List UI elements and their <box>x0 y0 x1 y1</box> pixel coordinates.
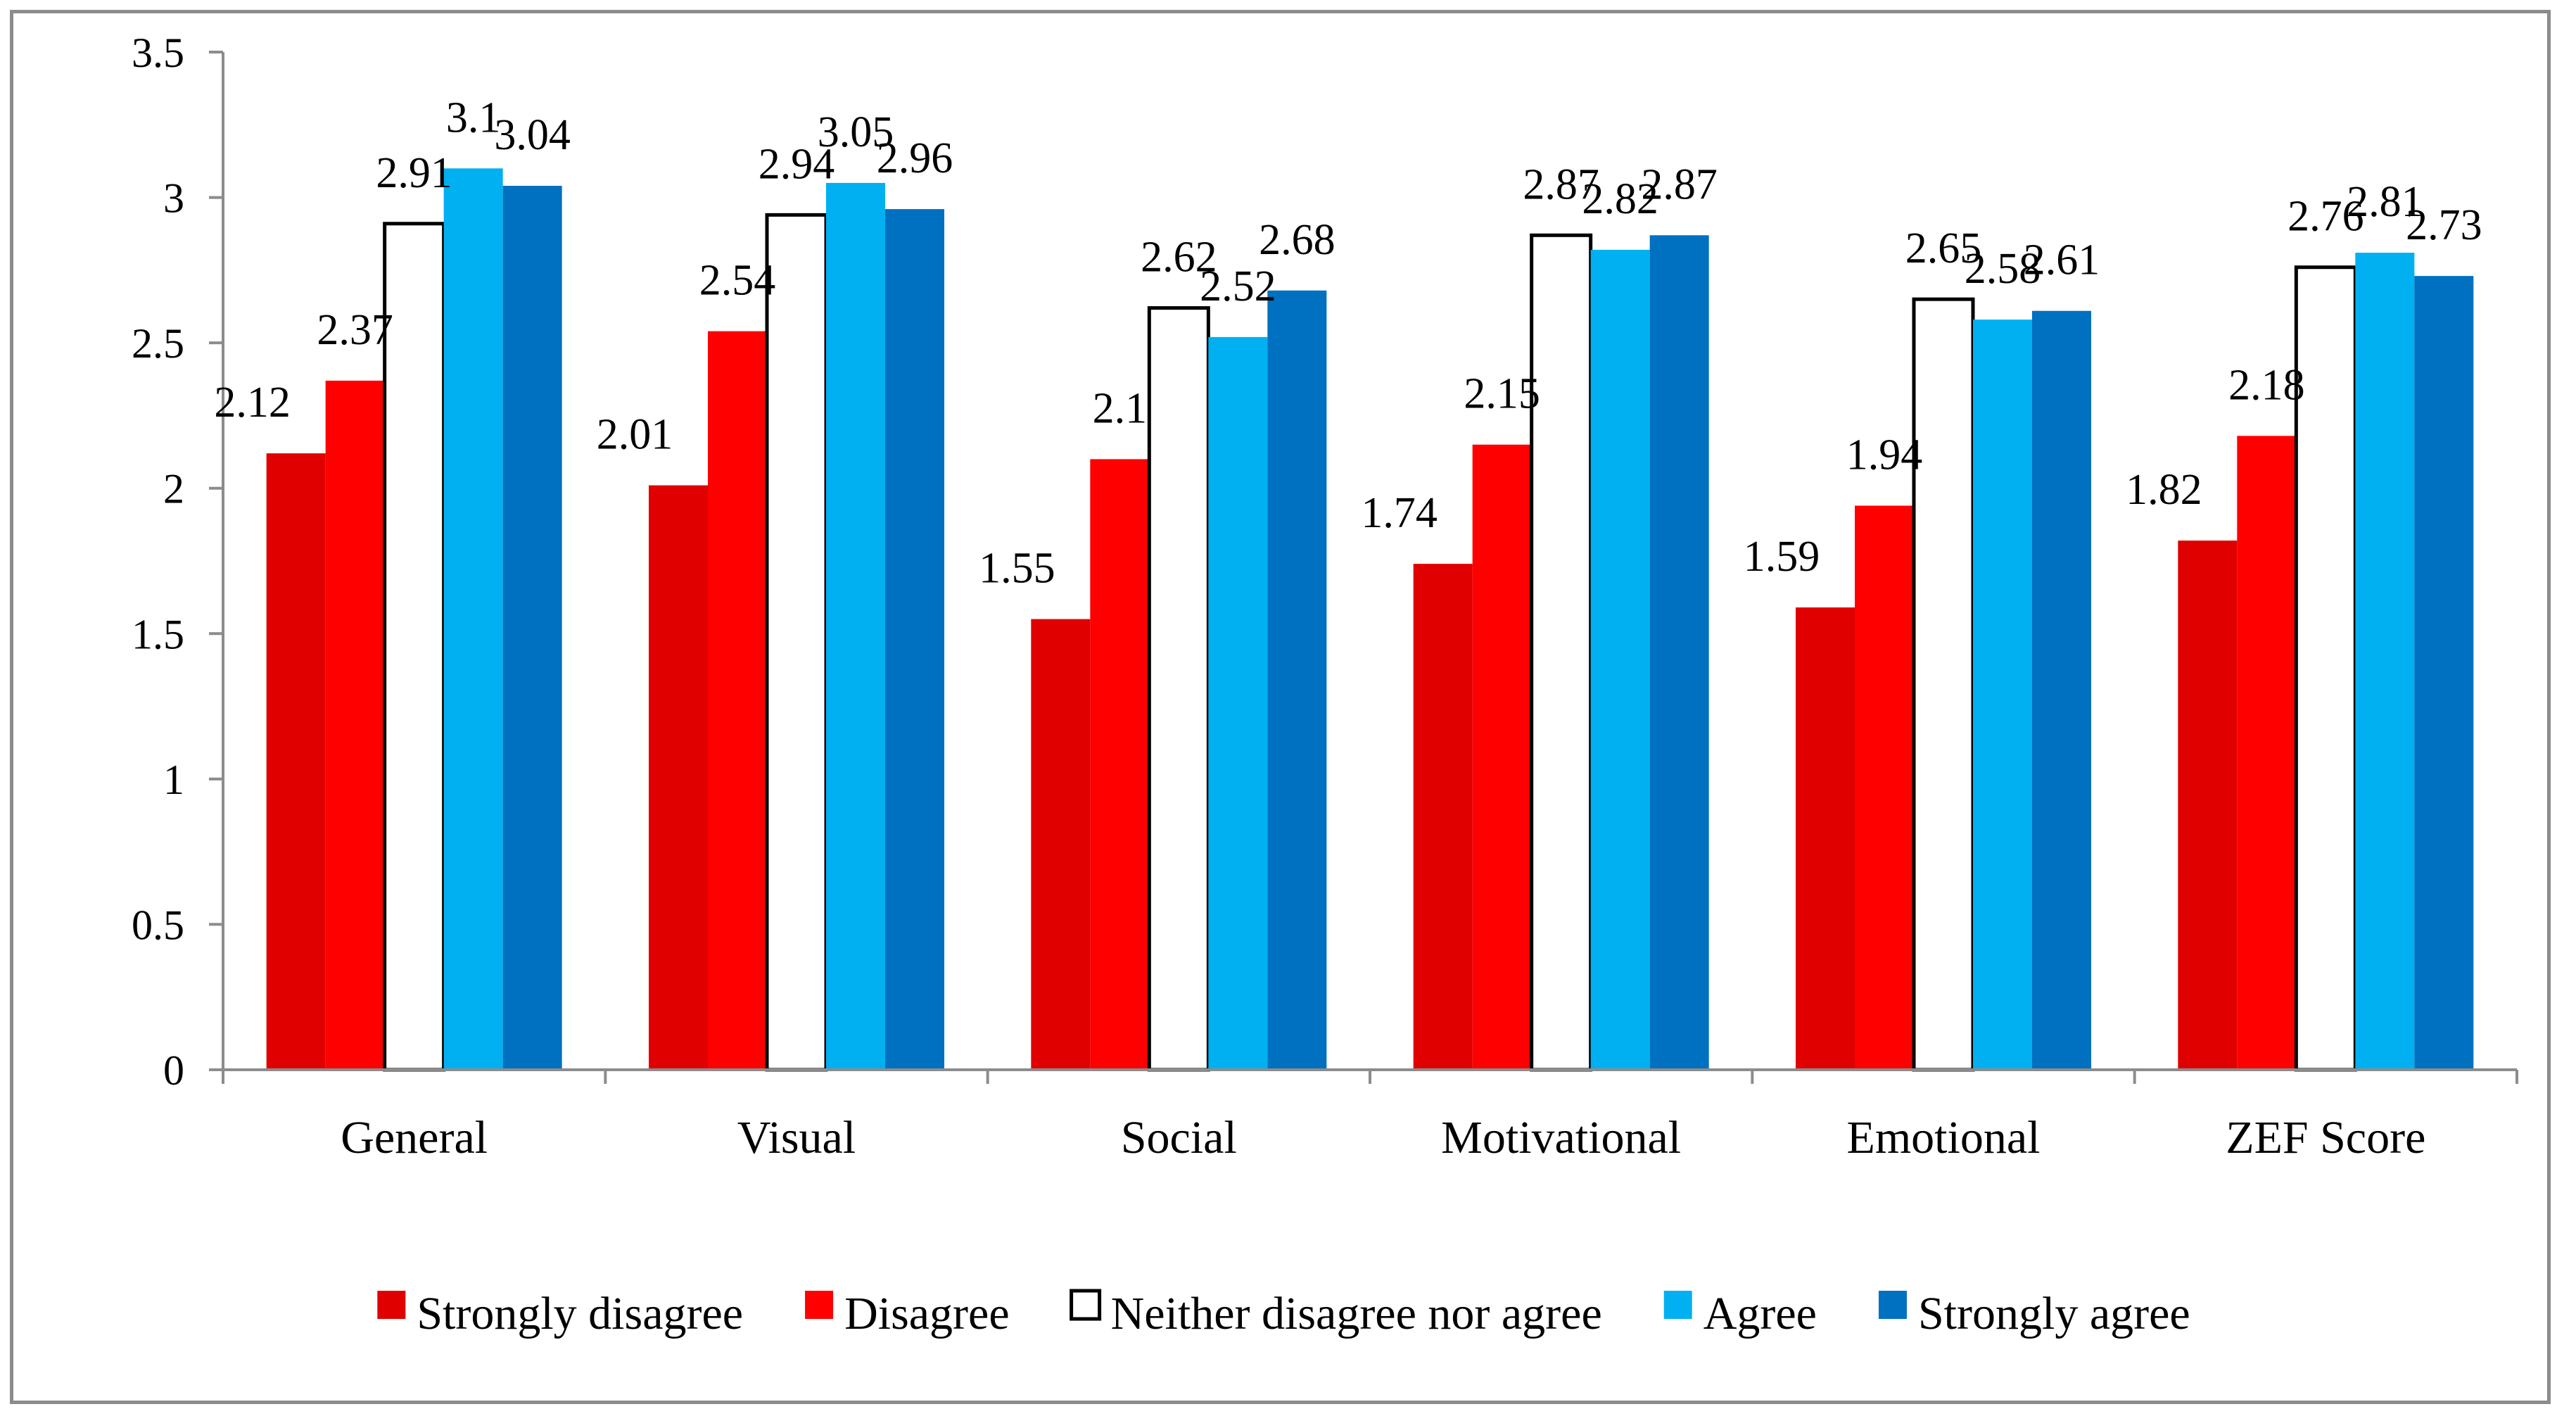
x-tick-label: General <box>341 1112 488 1163</box>
bar-strongly-disagree-zef-score <box>2178 541 2238 1070</box>
data-label: 2.18 <box>2228 361 2305 409</box>
data-label: 2.58 <box>1965 245 2041 293</box>
legend-item-strongly-disagree: Strongly disagree <box>377 1288 743 1339</box>
data-label: 1.59 <box>1744 533 1820 581</box>
data-label: 2.52 <box>1200 263 1276 310</box>
y-tick-label: 1.5 <box>132 611 184 657</box>
bar-neither-disagree-nor-agree-general <box>383 222 446 1072</box>
legend-item-neither-disagree-nor-agree: Neither disagree nor agree <box>1070 1288 1602 1339</box>
y-tick-label: 3.5 <box>132 30 184 76</box>
bar-strongly-agree-visual <box>885 209 944 1070</box>
legend-swatch <box>377 1291 406 1319</box>
bar-strongly-agree-emotional <box>2032 310 2091 1070</box>
bar-strongly-agree-motivational <box>1649 235 1709 1070</box>
legend-label: Strongly agree <box>1918 1288 2190 1339</box>
data-label: 2.37 <box>317 306 393 354</box>
bar-agree-visual <box>826 182 885 1070</box>
bar-strongly-disagree-motivational <box>1413 564 1473 1070</box>
x-tick-label: Social <box>1121 1112 1237 1163</box>
bar-agree-zef-score <box>2355 253 2415 1070</box>
data-label: 2.73 <box>2406 201 2482 249</box>
bar-neither-disagree-nor-agree-social <box>1147 306 1210 1072</box>
x-tick-label: Motivational <box>1441 1112 1681 1163</box>
bar-neither-disagree-nor-agree-motivational <box>1530 233 1593 1072</box>
bar-disagree-visual <box>708 331 767 1070</box>
legend-item-agree: Agree <box>1663 1288 1817 1339</box>
bars-layer <box>266 168 2474 1072</box>
data-label: 1.94 <box>1846 431 1923 479</box>
legend-label: Agree <box>1703 1288 1817 1339</box>
axes-layer: 0 0.5 1 1.5 2 2.5 3 3.5 General Visual Social Motiv… <box>132 30 2518 1163</box>
bar-strongly-agree-social <box>1267 290 1327 1070</box>
bar-agree-emotional <box>1973 320 2032 1070</box>
x-tick-label: Emotional <box>1847 1112 2041 1163</box>
bar-chart: 0 0.5 1 1.5 2 2.5 3 3.5 General Visual Social Motiv… <box>132 30 2518 1339</box>
bar-disagree-general <box>325 380 385 1070</box>
data-label: 2.61 <box>2024 236 2100 284</box>
data-label: 3.04 <box>494 111 571 159</box>
data-label: 2.65 <box>1905 225 1982 272</box>
bar-strongly-disagree-emotional <box>1796 607 1855 1070</box>
data-label: 2.54 <box>699 257 776 305</box>
data-label: 1.55 <box>979 545 1055 593</box>
data-label: 1.74 <box>1361 489 1438 537</box>
data-label: 3.1 <box>446 94 501 141</box>
data-label: 2.96 <box>877 134 953 182</box>
y-tick-label: 3 <box>163 175 184 222</box>
bar-strongly-agree-zef-score <box>2414 276 2474 1070</box>
bar-neither-disagree-nor-agree-zef-score <box>2294 265 2357 1072</box>
bar-agree-general <box>443 168 503 1070</box>
legend-label: Disagree <box>844 1288 1010 1339</box>
chart-frame: 0 0.5 1 1.5 2 2.5 3 3.5 General Visual Social Motiv… <box>10 10 2551 1404</box>
bar-disagree-social <box>1090 459 1150 1070</box>
bar-strongly-disagree-general <box>266 453 326 1070</box>
bar-strongly-disagree-social <box>1031 619 1091 1070</box>
data-label: 2.94 <box>759 140 835 188</box>
bar-agree-social <box>1208 336 1268 1070</box>
bar-disagree-zef-score <box>2237 436 2297 1070</box>
y-tick-label: 1 <box>163 757 184 803</box>
data-label: 2.82 <box>1582 175 1658 223</box>
legend-swatch <box>1663 1291 1692 1319</box>
legend-swatch <box>805 1291 834 1319</box>
data-label: 2.87 <box>1523 160 1599 208</box>
data-label: 2.76 <box>2288 193 2364 241</box>
y-tick-label: 0 <box>163 1047 184 1094</box>
bar-strongly-disagree-visual <box>649 485 708 1070</box>
y-tick-label: 2.5 <box>132 320 184 367</box>
legend: Strongly disagree Disagree Neither disagre… <box>377 1288 2190 1339</box>
data-label: 2.91 <box>376 149 452 197</box>
legend-item-disagree: Disagree <box>805 1288 1010 1339</box>
data-label: 2.12 <box>214 379 291 426</box>
bar-neither-disagree-nor-agree-visual <box>765 213 828 1072</box>
data-label: 2.62 <box>1141 234 1217 282</box>
bar-neither-disagree-nor-agree-emotional <box>1912 297 1975 1072</box>
x-tick-label: ZEF Score <box>2226 1112 2425 1163</box>
bar-strongly-agree-general <box>502 186 562 1070</box>
legend-label: Neither disagree nor agree <box>1111 1288 1602 1339</box>
data-label: 2.68 <box>1259 216 1335 264</box>
data-label: 2.81 <box>2347 178 2423 226</box>
data-labels-layer: 2.12 2.01 1.55 1.74 1.59 1.82 2.37 2.54 2.1 2.15 1… <box>214 94 2482 592</box>
legend-swatch <box>1878 1291 1907 1319</box>
bar-disagree-motivational <box>1472 444 1532 1070</box>
data-label: 2.87 <box>1641 160 1718 208</box>
data-label: 2.01 <box>597 411 673 459</box>
y-tick-label: 0.5 <box>132 902 184 948</box>
y-tick-label: 2 <box>163 466 184 512</box>
data-label: 2.15 <box>1464 370 1540 418</box>
x-tick-label: Visual <box>737 1112 856 1163</box>
bar-agree-motivational <box>1590 249 1650 1070</box>
bar-disagree-emotional <box>1855 505 1914 1070</box>
legend-item-strongly-agree: Strongly agree <box>1878 1288 2190 1339</box>
legend-swatch <box>1070 1289 1102 1321</box>
data-label: 1.82 <box>2126 466 2202 514</box>
legend-label: Strongly disagree <box>417 1288 743 1339</box>
data-label: 3.05 <box>818 108 894 156</box>
data-label: 2.1 <box>1093 384 1148 432</box>
